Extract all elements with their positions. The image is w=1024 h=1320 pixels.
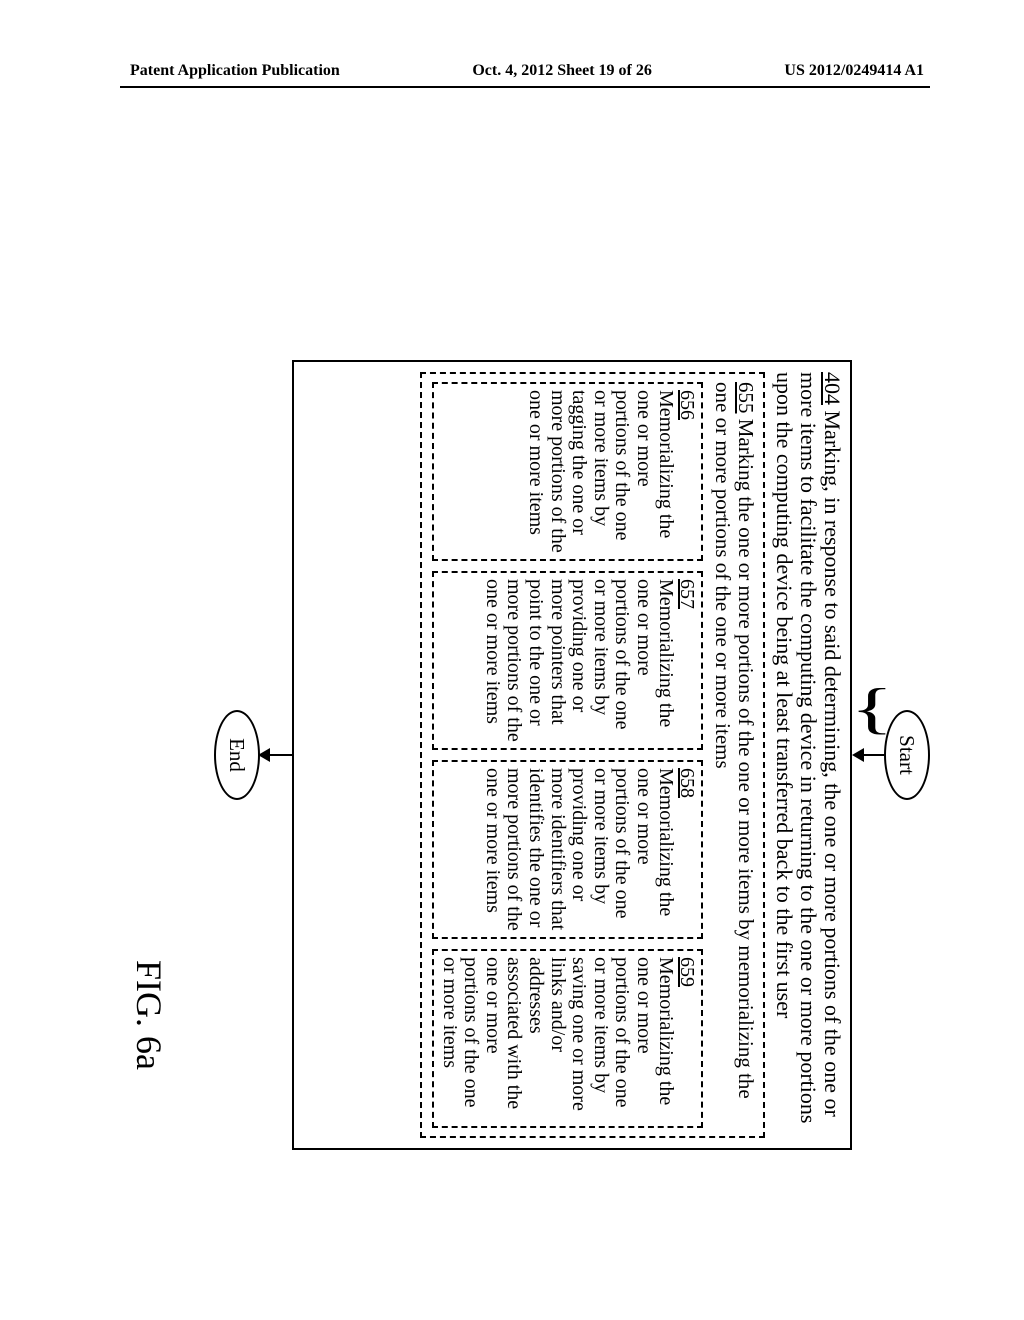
header-center: Oct. 4, 2012 Sheet 19 of 26 (472, 62, 652, 80)
text-659: Memorializing the one or more portions o… (439, 957, 677, 1111)
step-655-box: 655 Marking the one or more portions of … (420, 372, 765, 1138)
step-658-box: 658 Memorializing the one or more portio… (432, 760, 703, 939)
header-left: Patent Application Publication (130, 62, 340, 80)
arrow-box-to-end (260, 754, 292, 756)
step-659-box: 659 Memorializing the one or more portio… (432, 949, 703, 1128)
ref-657: 657 (676, 579, 698, 609)
figure-label: FIG. 6a (128, 960, 170, 1070)
text-656: Memorializing the one or more portions o… (525, 390, 677, 553)
step-656-box: 656 Memorializing the one or more portio… (432, 382, 703, 561)
ref-659: 659 (676, 957, 698, 987)
step-404-box: 404 Marking, in response to said determi… (292, 360, 852, 1150)
text-658: Memorializing the one or more portions o… (482, 768, 677, 931)
ref-658: 658 (676, 768, 698, 798)
diagram-area: Start } 404 Marking, in response to said… (0, 250, 1020, 1110)
end-label: End (225, 738, 250, 772)
page-header: Patent Application Publication Oct. 4, 2… (0, 62, 1024, 86)
diagram-inner: Start } 404 Marking, in response to said… (70, 160, 930, 1200)
ref-656: 656 (676, 390, 698, 420)
step-657-box: 657 Memorializing the one or more portio… (432, 571, 703, 750)
header-right: US 2012/0249414 A1 (784, 62, 924, 80)
arrow-start-to-box (854, 754, 884, 756)
ref-404: 404 (820, 372, 845, 405)
inner-grid: 656 Memorializing the one or more portio… (432, 382, 703, 1128)
brace-icon: } (850, 699, 893, 727)
header-rule (120, 86, 930, 88)
ref-655: 655 (734, 382, 758, 414)
text-657: Memorializing the one or more portions o… (482, 579, 677, 742)
text-404: Marking, in response to said determining… (772, 372, 845, 1123)
text-655: Marking the one or more portions of the … (711, 382, 758, 1099)
end-node: End (214, 710, 260, 800)
start-label: Start (895, 735, 920, 775)
